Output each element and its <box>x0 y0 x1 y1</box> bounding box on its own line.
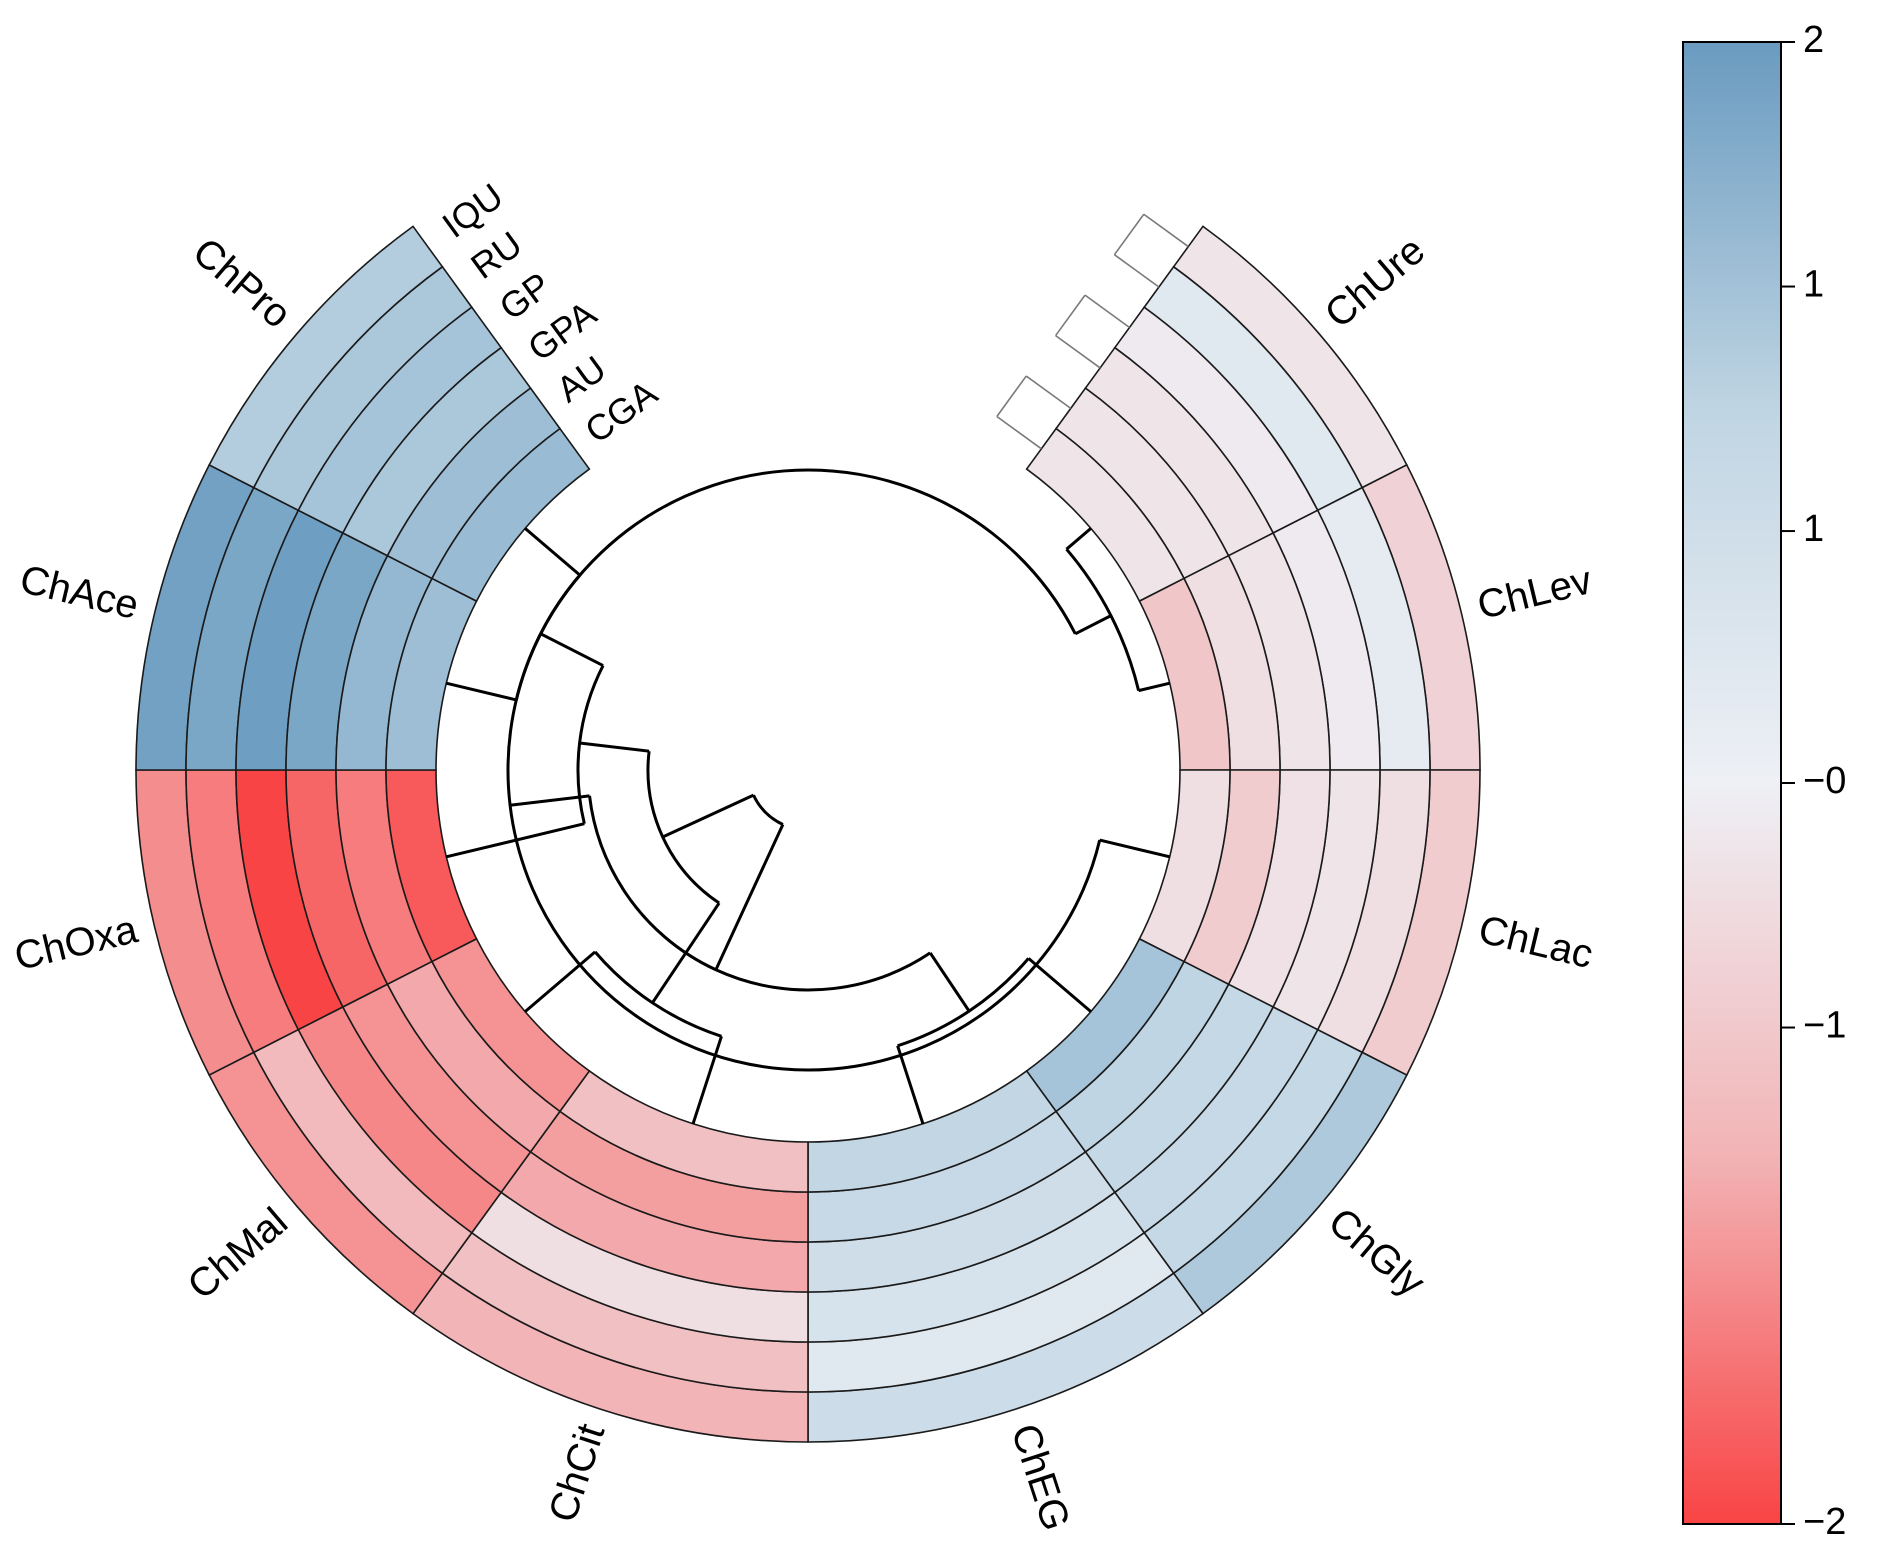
sample-label-chmal: ChMal <box>180 1200 296 1309</box>
dendrogram-branch-28 <box>1113 254 1160 288</box>
sample-label-cheg: ChEG <box>1003 1419 1079 1536</box>
dendrogram-branch-33 <box>1025 375 1072 410</box>
dendrogram-branch-30 <box>1084 294 1130 329</box>
colorbar-tick-label-5: −2 <box>1803 1501 1846 1543</box>
dendrogram-branch-19 <box>1099 838 1171 859</box>
heat-cell-chlac-cga <box>1138 769 1231 963</box>
dendrogram-branch-16 <box>1138 681 1171 693</box>
dendrogram-branch-24 <box>662 793 755 839</box>
sample-label-chlev: ChLev <box>1473 558 1596 628</box>
dendrogram-branch-26 <box>752 794 784 826</box>
dendrogram-branch-20 <box>506 468 1102 1072</box>
dendrogram-branch-12 <box>896 1045 925 1125</box>
heat-cell-chmal-cga <box>430 937 591 1113</box>
dendrogram-branch-25 <box>714 823 785 971</box>
dendrogram <box>445 213 1189 1125</box>
colorbar-gradient <box>1682 41 1782 1525</box>
dendrogram-branch-23 <box>588 795 932 992</box>
sample-label-chace: ChAce <box>16 557 143 628</box>
colorbar-tick-label-1: 1 <box>1803 264 1824 306</box>
heat-cell-chure-cga <box>1025 427 1186 603</box>
dendrogram-branch-7 <box>691 1035 723 1125</box>
dendrogram-branch-3 <box>540 632 604 667</box>
heatmap-rings <box>135 225 1481 1443</box>
sample-label-chgly: ChGly <box>1320 1200 1433 1306</box>
dendrogram-branch-35 <box>996 375 1027 417</box>
colorbar: 2 1 1 −0 −1 −2 <box>1682 19 1846 1543</box>
heat-cell-chlev-cga <box>1138 577 1231 771</box>
dendrogram-branch-18 <box>1074 614 1112 636</box>
heat-cell-chpro-cga <box>430 427 591 603</box>
dendrogram-branch-8 <box>593 950 722 1038</box>
sample-label-chpro: ChPro <box>184 230 299 337</box>
dendrogram-branch-1 <box>445 681 517 702</box>
sample-label-chcit: ChCit <box>541 1419 614 1528</box>
heat-cell-chgly-cga <box>1025 937 1186 1113</box>
heat-cell-cheg-cga <box>807 1069 1058 1193</box>
dendrogram-branch-0 <box>524 527 581 577</box>
sample-label-chure: ChUre <box>1317 228 1433 337</box>
colorbar-tick-label-3: −0 <box>1803 760 1846 802</box>
heat-cell-chcit-cga <box>558 1069 809 1193</box>
colorbar-tick-label-0: 2 <box>1803 19 1824 61</box>
dendrogram-branch-29 <box>1113 213 1145 256</box>
colorbar-tick-label-2: 1 <box>1803 508 1824 550</box>
dendrogram-branch-27 <box>1143 213 1189 248</box>
dendrogram-branch-9 <box>579 741 650 753</box>
dendrogram-branch-34 <box>996 415 1042 450</box>
dendrogram-branch-15 <box>1065 527 1092 551</box>
dendrogram-branch-13 <box>1027 957 1092 1013</box>
colorbar-tick-label-4: −1 <box>1803 1005 1846 1047</box>
dendrogram-branch-31 <box>1055 334 1101 369</box>
dendrogram-branch-22 <box>509 794 590 807</box>
heat-cell-chace-cga <box>385 577 478 771</box>
dendrogram-branch-6 <box>524 950 597 1013</box>
dendrogram-branch-32 <box>1054 294 1086 337</box>
dendrogram-branch-14 <box>897 957 1030 1048</box>
dendrogram-branch-21 <box>928 952 971 1012</box>
sample-label-choxa: ChOxa <box>10 907 142 979</box>
sample-label-chlac: ChLac <box>1474 907 1597 977</box>
